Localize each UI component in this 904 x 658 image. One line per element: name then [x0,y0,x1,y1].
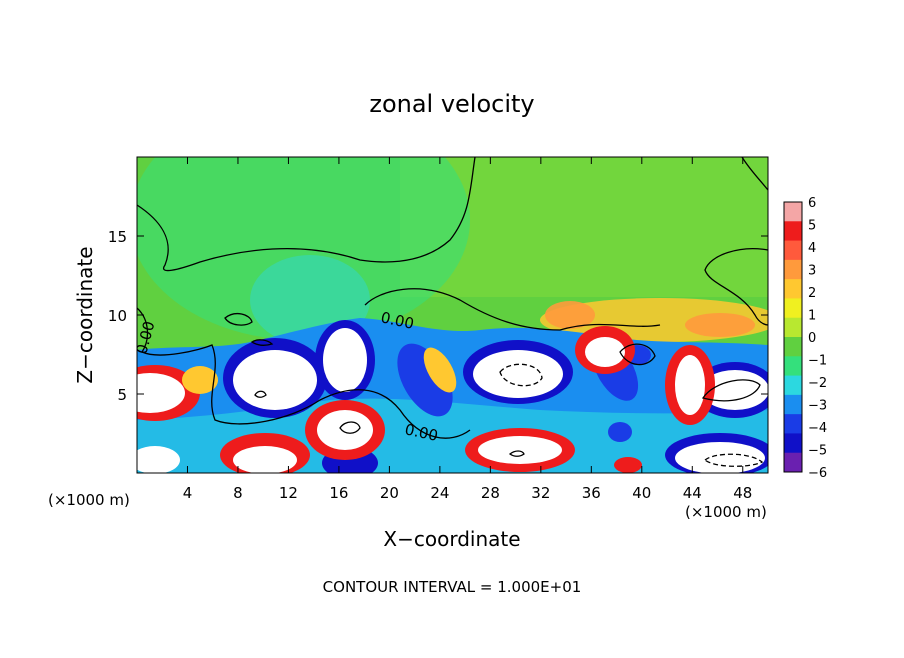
x-tick-label: 20 [380,484,399,502]
x-tick-label: 48 [733,484,752,502]
x-tick-label: 32 [531,484,550,502]
x-axis: 4 8 12 16 20 24 28 32 36 40 44 48 [183,157,752,502]
vortex-neg-4-core [473,350,563,398]
colorbar-tick-label: −2 [808,376,827,391]
x-tick-label: 4 [183,484,193,502]
contour-loop-4 [254,390,267,398]
chart-title: zonal velocity [369,90,534,118]
y-tick-label: 10 [108,307,127,325]
vortex-neg-10 [608,422,632,442]
x-axis-label: X−coordinate [383,527,520,551]
x-tick-label: 36 [582,484,601,502]
colorbar-swatch [784,259,802,280]
colorbar-swatch [784,356,802,377]
colorbar-tick-label: 3 [808,264,816,279]
x-unit-right: (×1000 m) [685,503,767,521]
colorbar-swatch [784,317,802,338]
contour-small-3 [508,450,525,457]
colorbar-tick-label: −1 [808,354,827,369]
field-warm-spot-2 [685,313,755,337]
contour-dashed-1 [499,363,543,387]
colorbar-swatch [784,202,802,222]
x-tick-label: 40 [632,484,651,502]
colorbar-tick-label: −4 [808,421,827,436]
y-axis: 5 10 15 [108,228,768,404]
x-tick-label: 12 [279,484,298,502]
vortex-neg-1-core [233,350,317,410]
x-tick-label: 8 [233,484,243,502]
colorbar-tick-label: −3 [808,399,827,414]
contour-dashed-2 [703,453,764,467]
vortex-pos-5-core [478,436,562,464]
contour-zero-left [137,307,471,439]
y-axis-label: Z−coordinate [73,246,97,383]
contour-small-1 [224,312,253,326]
colorbar-tick-label: 6 [808,196,816,211]
colorbar-swatch [784,375,802,396]
colorbar-swatch [784,433,802,454]
contour-loop-2 [701,379,761,402]
vortex-pos-2 [182,366,218,394]
contour-loop-1 [619,343,656,366]
colorbar-swatch [784,414,802,434]
vortex-pos-4-core [233,446,297,473]
colorbar-swatch [784,221,802,242]
vortex-pos-3-core [317,410,373,450]
x-tick-label: 16 [329,484,348,502]
contour-loop-3 [339,421,361,434]
colorbar-frame [783,201,803,473]
vortex-pos-8 [423,347,457,393]
colorbar-swatch [784,337,802,357]
colorbar-swatch [784,298,802,319]
vortex-pos-1-core [137,373,185,413]
vortex-pos-7-core [675,355,705,415]
x-tick-label: 44 [683,484,702,502]
vortex-neg-2-core [323,328,367,392]
colorbar-tick-label: −6 [808,466,827,481]
colorbar-swatch [784,452,802,473]
colorbar-tick-label: 4 [808,241,816,256]
x-unit-left: (×1000 m) [48,491,130,509]
field-warm-spot-1 [545,301,595,329]
colorbar-tick-label: −5 [808,444,827,459]
plot-area: 0.00 0.00 0.00 [137,157,768,473]
colorbar-swatch [784,394,802,415]
footer-text: CONTOUR INTERVAL = 1.000E+01 [323,578,582,596]
vortex-pos-10 [614,457,642,473]
vortex-pos-9 [137,446,180,473]
contour-zero-upper [137,157,476,272]
contour-small-2 [250,339,274,346]
contour-lines [137,157,768,467]
x-tick-label: 28 [481,484,500,502]
colorbar-tick-label: 0 [808,331,816,346]
colorbar-tick-label: 5 [808,219,816,234]
vortex-pos-6-core [585,337,625,367]
y-tick-label: 5 [117,386,127,404]
colorbar-tick-label: 2 [808,286,816,301]
colorbar: 6 5 4 3 2 1 0 −1 −2 −3 −4 −5 −6 [783,196,827,481]
y-tick-label: 15 [108,228,127,246]
colorbar-swatch [784,279,802,299]
colorbar-tick-label: 1 [808,309,816,324]
colorbar-swatch [784,240,802,261]
contour-zero-right [704,248,768,326]
vortex-neg-9-core [675,442,765,473]
contour-zero-middle [364,288,661,331]
x-tick-label: 24 [430,484,449,502]
contour-zero-right-top [741,157,768,191]
